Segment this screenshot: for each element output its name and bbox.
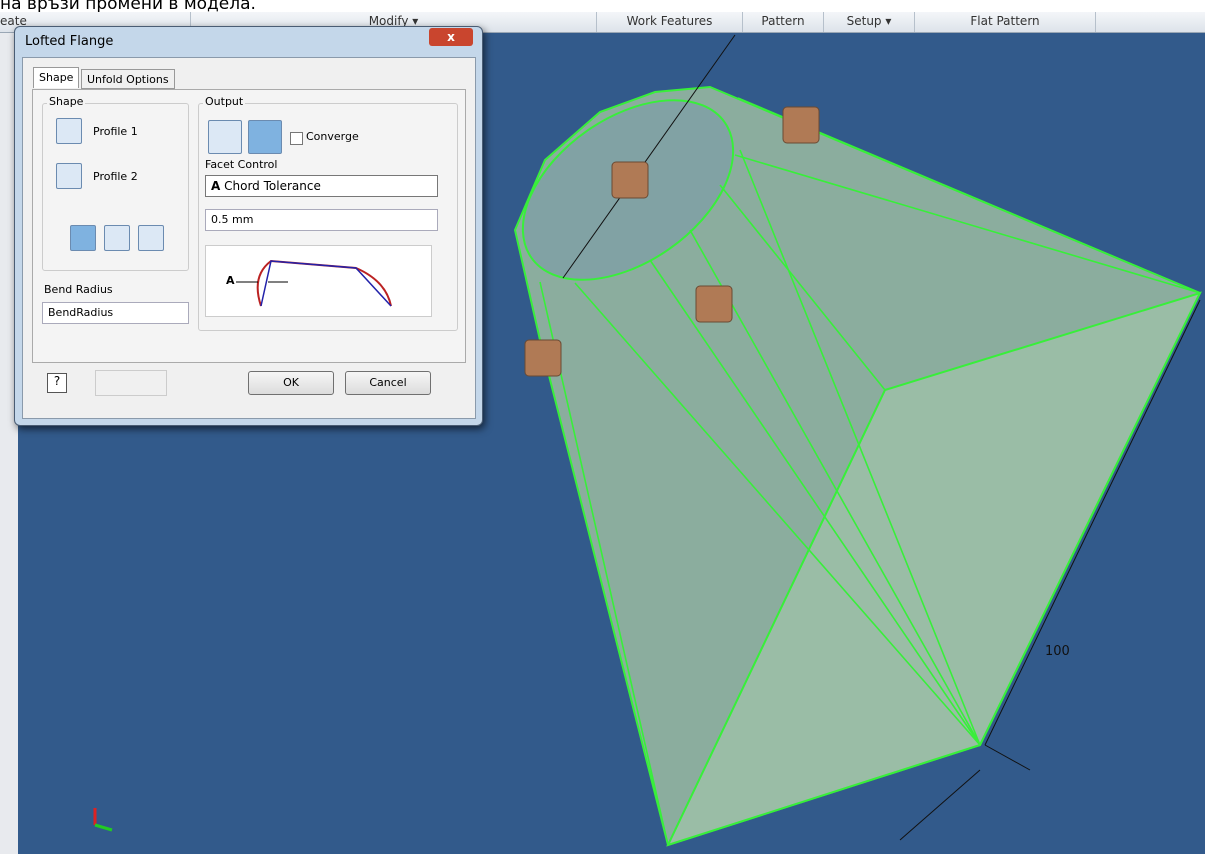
edge-icon[interactable] bbox=[138, 225, 164, 251]
diagram-art bbox=[236, 259, 392, 307]
facet-icon: A bbox=[211, 179, 221, 193]
dimension: 100 bbox=[1045, 644, 1070, 659]
diagram-label: A bbox=[226, 274, 235, 287]
dialog: Lofted Flange x Shape Unfold Options Sha… bbox=[14, 26, 483, 426]
facet-diagram: A bbox=[205, 245, 432, 317]
help-button[interactable]: ? bbox=[47, 373, 67, 393]
preview-toggle[interactable] bbox=[95, 370, 167, 396]
ribbon-tab[interactable]: Modify ▾ bbox=[191, 12, 597, 32]
output-icon[interactable] bbox=[208, 120, 242, 154]
tolerance-field[interactable]: 0.5 mm bbox=[205, 209, 438, 231]
edge-icon[interactable] bbox=[104, 225, 130, 251]
field-label: Facet Control bbox=[205, 158, 278, 171]
ok-button[interactable]: OK bbox=[248, 371, 334, 395]
ribbon-tab[interactable]: Pattern bbox=[743, 12, 824, 32]
ribbon-tab[interactable]: Flat Pattern bbox=[915, 12, 1096, 32]
checkbox-label: Converge bbox=[306, 130, 359, 143]
field-label: Bend Radius bbox=[42, 283, 115, 296]
dialog-title: Lofted Flange bbox=[25, 34, 114, 49]
ribbon-tab[interactable]: Setup ▾ bbox=[824, 12, 915, 32]
ribbon: eate Modify ▾ Work Features Pattern Setu… bbox=[0, 12, 1205, 33]
caption: на връзи промени в модела. bbox=[0, 0, 256, 14]
close-button[interactable]: x bbox=[429, 28, 473, 46]
bend-radius-field[interactable]: BendRadius bbox=[42, 302, 189, 324]
converge-checkbox[interactable] bbox=[290, 132, 303, 145]
facet-option: Chord Tolerance bbox=[224, 179, 321, 193]
shape-group bbox=[42, 103, 189, 271]
side-strip bbox=[0, 33, 18, 854]
profile-label: Profile 1 bbox=[93, 125, 138, 138]
facet-dropdown[interactable]: A Chord Tolerance bbox=[205, 175, 438, 197]
profile-icon[interactable] bbox=[56, 118, 82, 144]
cancel-button[interactable]: Cancel bbox=[345, 371, 431, 395]
profile-label: Profile 2 bbox=[93, 170, 138, 183]
tab[interactable]: Unfold Options bbox=[81, 69, 175, 89]
tab-panel: Shape Profile 1 Profile 2 Bend Radius Be… bbox=[32, 89, 466, 363]
group-title: Output bbox=[203, 95, 246, 108]
ribbon-tab[interactable]: eate bbox=[0, 12, 191, 32]
edge-icon[interactable] bbox=[70, 225, 96, 251]
ribbon-tab[interactable]: Work Features bbox=[597, 12, 743, 32]
dialog-body: Shape Unfold Options Shape Profile 1 Pro… bbox=[22, 57, 476, 419]
tab[interactable]: Shape bbox=[33, 67, 80, 88]
output-group bbox=[198, 103, 458, 331]
group-title: Shape bbox=[47, 95, 86, 108]
profile-icon[interactable] bbox=[56, 163, 82, 189]
output-icon[interactable] bbox=[248, 120, 282, 154]
